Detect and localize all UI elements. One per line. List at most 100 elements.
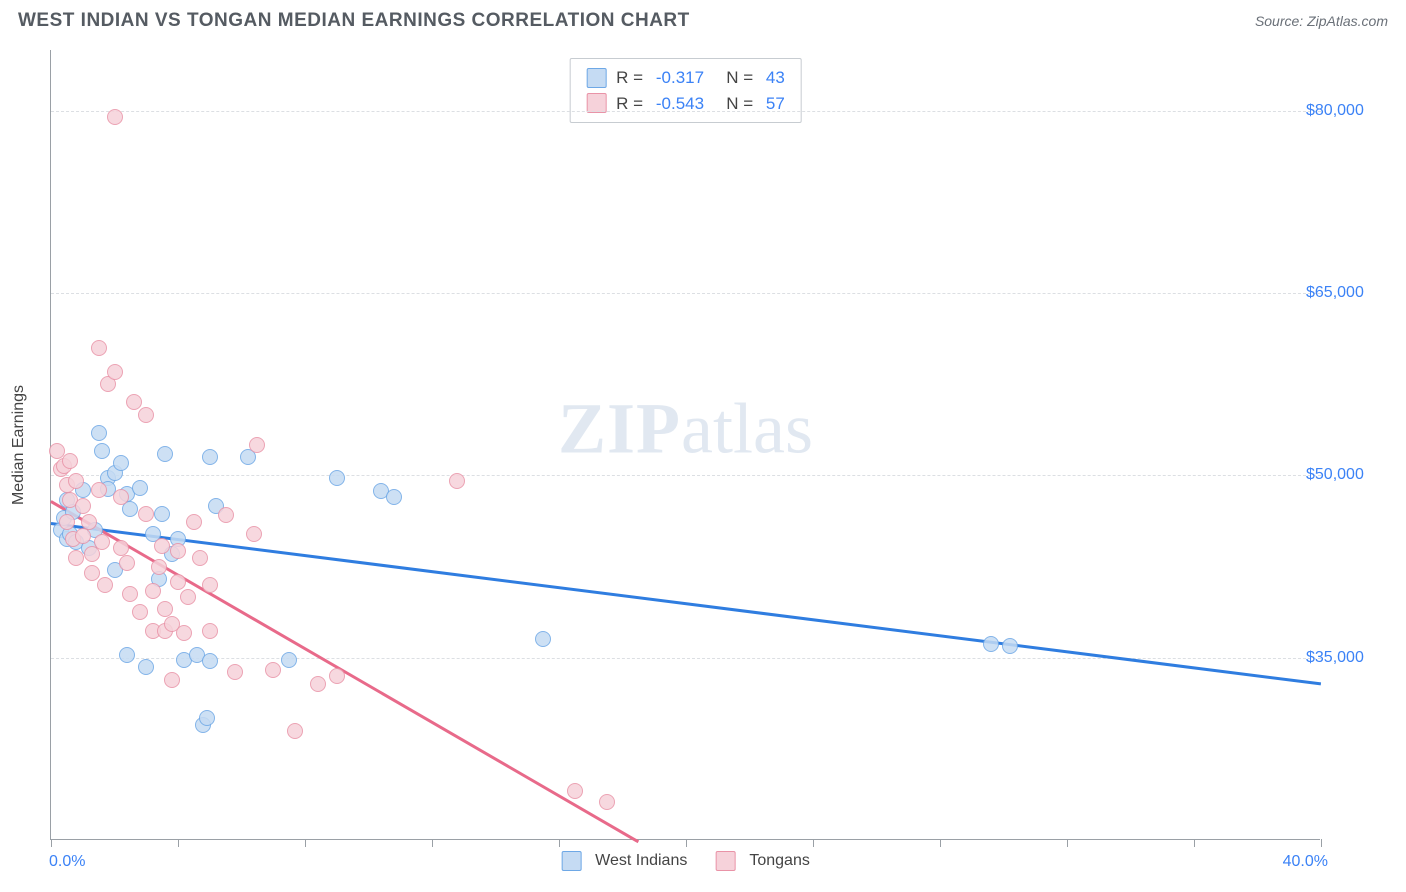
scatter-point [1002,638,1018,654]
x-min-label: 0.0% [49,853,85,871]
gridline [51,111,1321,112]
scatter-point [386,489,402,505]
r-label: R = [616,65,643,91]
ytick-label: $35,000 [1306,649,1376,667]
scatter-point [202,449,218,465]
n-label: N = [726,65,753,91]
scatter-point [119,647,135,663]
xtick [559,839,560,847]
scatter-point [107,364,123,380]
r-value-1: -0.543 [656,91,704,117]
scatter-point [154,538,170,554]
scatter-point [68,550,84,566]
legend-row-blue: R = -0.317 N = 43 [586,65,785,91]
scatter-point [983,636,999,652]
ytick-label: $65,000 [1306,284,1376,302]
scatter-point [180,589,196,605]
scatter-point [122,586,138,602]
watermark-zip: ZIP [558,388,681,468]
scatter-point [329,668,345,684]
scatter-point [138,407,154,423]
xtick [51,839,52,847]
swatch-blue [586,68,606,88]
scatter-point [218,507,234,523]
y-axis-label: Median Earnings [10,384,28,504]
scatter-point [287,723,303,739]
scatter-point [249,437,265,453]
header: WEST INDIAN VS TONGAN MEDIAN EARNINGS CO… [0,0,1406,38]
scatter-point [91,340,107,356]
scatter-point [94,443,110,459]
gridline [51,293,1321,294]
gridline [51,475,1321,476]
n-label: N = [726,91,753,117]
legend-item-tongans: Tongans [715,851,810,871]
plot-area: ZIPatlas Median Earnings R = -0.317 N = … [50,50,1320,840]
scatter-point [138,506,154,522]
scatter-point [113,455,129,471]
scatter-point [75,498,91,514]
scatter-point [81,514,97,530]
scatter-point [68,473,84,489]
scatter-point [202,653,218,669]
scatter-point [151,559,167,575]
scatter-point [310,676,326,692]
watermark-atlas: atlas [681,388,813,468]
scatter-point [132,604,148,620]
chart-title: WEST INDIAN VS TONGAN MEDIAN EARNINGS CO… [18,10,690,32]
plot-wrapper: ZIPatlas Median Earnings R = -0.317 N = … [50,50,1370,840]
xtick [1194,839,1195,847]
xtick [1321,839,1322,847]
scatter-point [91,425,107,441]
scatter-point [113,540,129,556]
ytick-label: $50,000 [1306,466,1376,484]
scatter-point [170,543,186,559]
swatch-pink [715,851,735,871]
scatter-point [164,672,180,688]
scatter-point [132,480,148,496]
xtick [305,839,306,847]
scatter-point [157,446,173,462]
scatter-point [119,555,135,571]
correlation-legend: R = -0.317 N = 43 R = -0.543 N = 57 [569,58,802,123]
scatter-point [138,659,154,675]
scatter-point [329,470,345,486]
scatter-point [199,710,215,726]
scatter-point [91,482,107,498]
r-value-0: -0.317 [656,65,704,91]
xtick [432,839,433,847]
scatter-point [84,565,100,581]
scatter-point [145,583,161,599]
n-value-0: 43 [766,65,785,91]
scatter-point [192,550,208,566]
scatter-point [157,601,173,617]
xtick [686,839,687,847]
scatter-point [599,794,615,810]
legend-row-pink: R = -0.543 N = 57 [586,91,785,117]
scatter-point [186,514,202,530]
scatter-point [176,625,192,641]
scatter-point [107,109,123,125]
scatter-point [94,534,110,550]
scatter-point [202,577,218,593]
scatter-point [202,623,218,639]
scatter-point [567,783,583,799]
scatter-point [59,514,75,530]
trend-line [51,522,1321,685]
scatter-point [62,453,78,469]
scatter-point [126,394,142,410]
swatch-blue [561,851,581,871]
source-label: Source: ZipAtlas.com [1255,13,1388,29]
scatter-point [170,574,186,590]
scatter-point [113,489,129,505]
scatter-point [246,526,262,542]
scatter-point [227,664,243,680]
scatter-point [265,662,281,678]
ytick-label: $80,000 [1306,102,1376,120]
xtick [1067,839,1068,847]
scatter-point [97,577,113,593]
r-label: R = [616,91,643,117]
xtick [178,839,179,847]
legend-item-west-indians: West Indians [561,851,687,871]
scatter-point [154,506,170,522]
